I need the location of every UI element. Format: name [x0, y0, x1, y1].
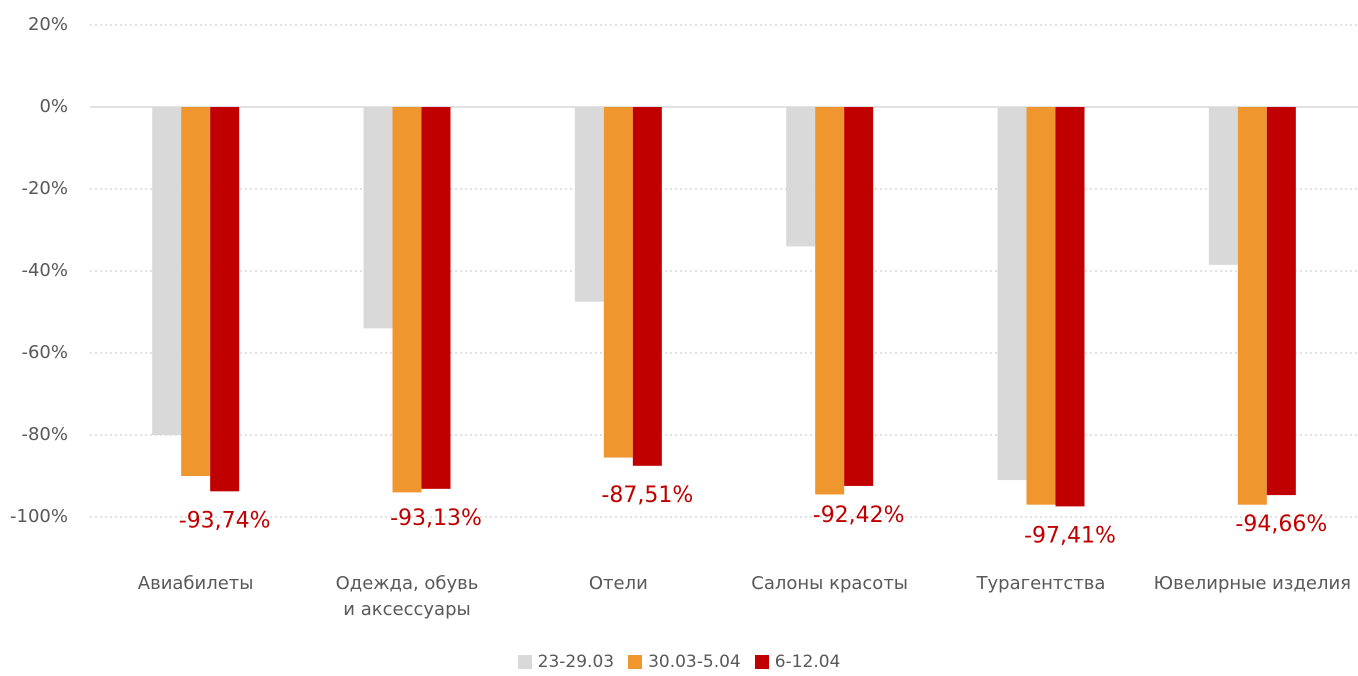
- x-tick-label: Турагентства: [976, 573, 1106, 594]
- bar: [181, 107, 211, 476]
- bar: [1208, 107, 1238, 265]
- data-label: -93,13%: [390, 506, 482, 531]
- legend-item: 6-12.04: [754, 652, 841, 672]
- bar: [1237, 107, 1267, 505]
- y-tick-label: -100%: [10, 506, 68, 527]
- y-tick-label: -20%: [21, 178, 68, 199]
- bar: [632, 107, 662, 466]
- legend-swatch: [628, 655, 643, 669]
- legend-item: 23-29.03: [517, 652, 615, 672]
- y-tick-label: 0%: [39, 96, 68, 117]
- y-tick-label: -40%: [21, 260, 68, 281]
- x-tick-label: Одежда, обувь и аксессуары: [335, 573, 479, 620]
- bar: [574, 107, 604, 302]
- legend: 23-29.03 30.03-5.04 6-12.04: [0, 652, 1358, 672]
- data-label: -93,74%: [179, 508, 271, 533]
- bar: [815, 107, 845, 495]
- bar: [210, 107, 240, 492]
- data-label: -87,51%: [601, 483, 693, 508]
- x-tick-label: Авиабилеты: [137, 573, 254, 594]
- bar: [603, 107, 633, 458]
- bar: [1055, 107, 1085, 507]
- x-tick-label: Салоны красоты: [751, 573, 909, 594]
- bar: [363, 107, 393, 329]
- y-tick-label: -60%: [21, 342, 68, 363]
- legend-swatch: [754, 655, 769, 669]
- legend-swatch: [517, 655, 532, 669]
- bar: [997, 107, 1027, 481]
- legend-label: 6-12.04: [774, 652, 841, 672]
- legend-label: 30.03-5.04: [648, 652, 741, 672]
- data-label: -92,42%: [813, 503, 905, 528]
- data-label: -94,66%: [1235, 512, 1327, 537]
- bar: [421, 107, 451, 489]
- x-tick-label: Отели: [588, 573, 648, 594]
- legend-label: 23-29.03: [537, 652, 615, 672]
- x-tick-label: Ювелирные изделия: [1153, 573, 1351, 594]
- bar: [844, 107, 874, 486]
- data-label: -97,41%: [1024, 523, 1116, 548]
- bar: [1266, 107, 1296, 496]
- bar: [392, 107, 422, 493]
- bar: [152, 107, 182, 435]
- bar: [1026, 107, 1056, 505]
- legend-item: 30.03-5.04: [628, 652, 741, 672]
- bar: [786, 107, 816, 247]
- y-tick-label: 20%: [28, 14, 68, 35]
- y-tick-label: -80%: [21, 424, 68, 445]
